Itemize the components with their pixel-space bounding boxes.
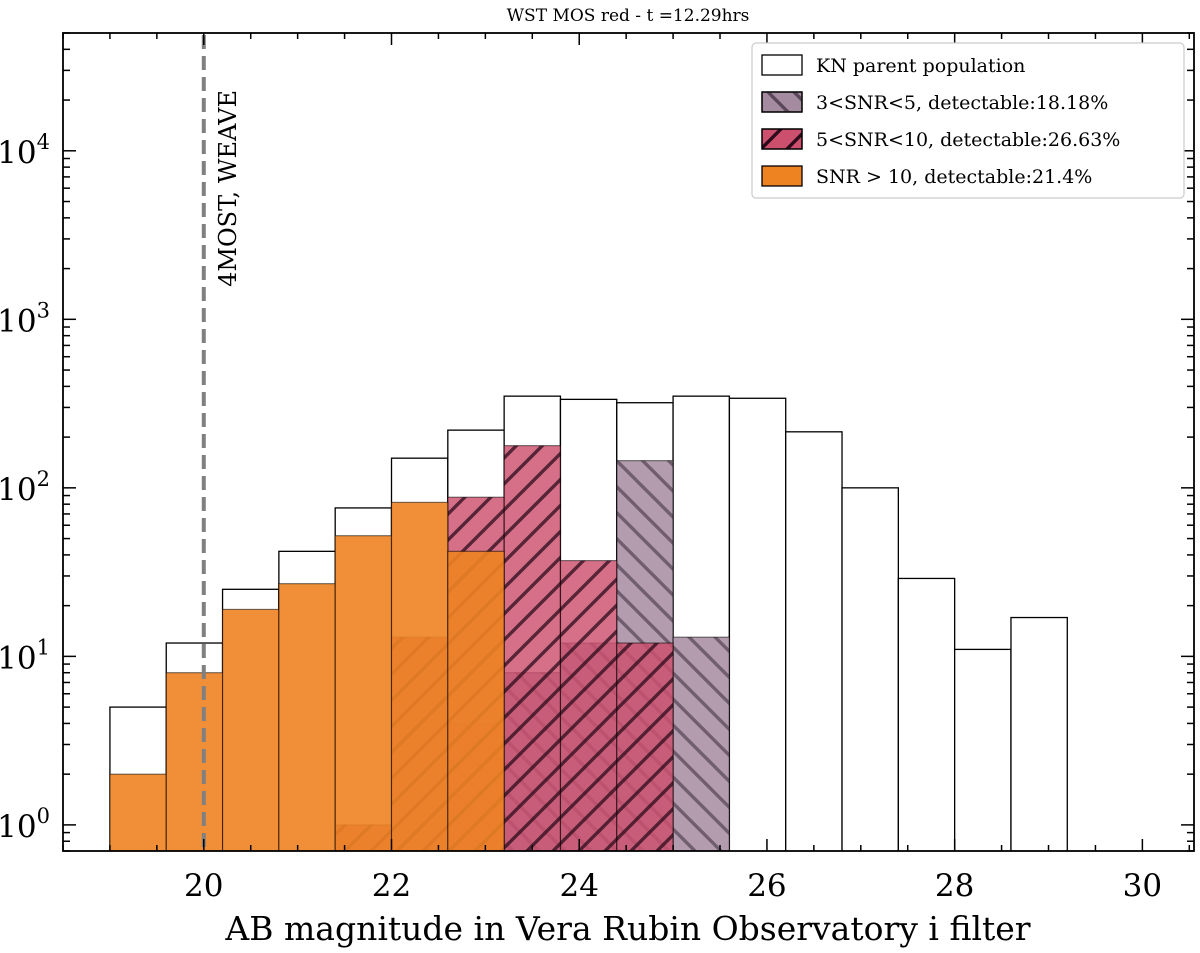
bar-snr5-10-9-hatch: [616, 643, 674, 851]
legend-swatch-parent: [761, 54, 803, 76]
bar-snr10-6-edge: [447, 550, 505, 851]
bar-snr10-3: [278, 583, 336, 851]
y-tick-exponent: 4: [37, 130, 50, 154]
y-tick-base: 10: [0, 809, 37, 845]
x-tick-label-26: 26: [747, 868, 786, 904]
y-tick-base: 10: [0, 303, 37, 339]
y-tick-exponent: 2: [37, 467, 50, 491]
y-tick-label-1: 101: [0, 635, 50, 676]
bar-snr10-0: [109, 774, 167, 851]
bar-snr10-1: [166, 672, 223, 851]
bar-parent-11: [728, 397, 787, 851]
bar-snr5-10-8-hatch: [560, 560, 617, 851]
legend-label-parent: KN parent population: [816, 55, 1025, 77]
series-snr10-bars: [109, 501, 505, 851]
legend-box: [751, 42, 1185, 199]
bar-parent-16: [1010, 616, 1068, 851]
y-tick-label-4: 104: [0, 130, 50, 171]
annotation-label: 4MOST, WEAVE: [214, 90, 242, 287]
legend-label-snr10: SNR > 10, detectable:21.4%: [816, 166, 1092, 188]
bar-snr5-10-9-edge: [616, 642, 674, 851]
bar-snr5-10-7-hatch: [504, 445, 561, 851]
legend-label-snr3-5: 3<SNR<5, detectable:18.18%: [816, 92, 1108, 114]
x-tick-label-22: 22: [372, 868, 411, 904]
y-tick-exponent: 1: [37, 635, 50, 659]
legend-swatch-snr3-5-hatch: [761, 91, 803, 113]
bar-parent-12: [785, 431, 843, 851]
legend-swatch-snr10: [761, 165, 803, 187]
x-axis-label: AB magnitude in Vera Rubin Observatory i…: [224, 909, 1030, 948]
bar-parent-15: [954, 648, 1012, 851]
x-tick-label-30: 30: [1123, 868, 1162, 904]
y-tick-base: 10: [0, 135, 37, 171]
y-tick-exponent: 3: [37, 298, 50, 322]
bar-snr10-6: [447, 551, 505, 851]
chart-title: WST MOS red - t =12.29hrs: [507, 6, 750, 26]
legend-swatch-snr5-10-hatch: [761, 128, 803, 150]
y-tick-base: 10: [0, 472, 37, 508]
y-tick-label-3: 103: [0, 298, 50, 339]
bar-snr10-4: [335, 535, 392, 851]
legend-label-snr5-10: 5<SNR<10, detectable:26.63%: [816, 129, 1120, 151]
x-tick-label-20: 20: [184, 868, 223, 904]
legend: KN parent population 3<SNR<5, detectable…: [751, 42, 1185, 199]
x-tick-label-24: 24: [559, 868, 598, 904]
y-tick-exponent: 0: [37, 804, 50, 828]
bar-snr10-2: [222, 609, 279, 851]
bar-snr10-5: [391, 502, 448, 851]
bar-snr3-5-10-hatch: [673, 637, 730, 851]
plot-frame: [62, 32, 1195, 852]
x-tick-label-28: 28: [935, 868, 974, 904]
y-tick-base: 10: [0, 640, 37, 676]
y-tick-label-0: 100: [0, 804, 50, 845]
bar-parent-13: [841, 487, 899, 851]
bar-parent-14: [897, 577, 956, 851]
y-tick-label-2: 102: [0, 467, 50, 508]
